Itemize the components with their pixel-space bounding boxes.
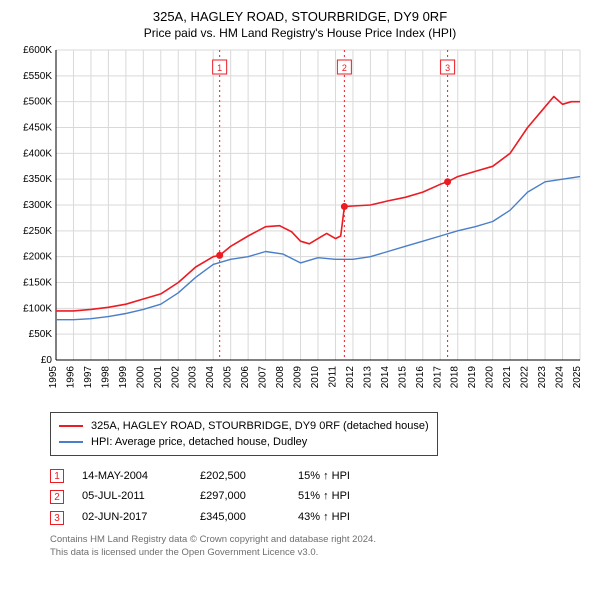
svg-text:£350K: £350K (23, 174, 52, 185)
legend-swatch (59, 441, 83, 443)
svg-text:2020: 2020 (485, 365, 496, 388)
svg-text:1997: 1997 (83, 365, 94, 388)
svg-text:£300K: £300K (23, 200, 52, 211)
event-hpi-diff: 15% ↑ HPI (298, 466, 388, 487)
svg-text:2015: 2015 (397, 365, 408, 388)
legend-item: HPI: Average price, detached house, Dudl… (59, 434, 429, 451)
event-date: 02-JUN-2017 (82, 507, 182, 528)
line-chart-svg: £0 £50K £100K £150K £200K £250K £300K £350K £400… (10, 44, 590, 404)
chart-title: 325A, HAGLEY ROAD, STOURBRIDGE, DY9 0RF (10, 8, 590, 26)
svg-text:£500K: £500K (23, 96, 52, 107)
figure-container: 325A, HAGLEY ROAD, STOURBRIDGE, DY9 0RF … (0, 0, 600, 590)
svg-text:£0: £0 (41, 355, 53, 366)
svg-text:2004: 2004 (205, 365, 216, 388)
svg-text:£250K: £250K (23, 225, 52, 236)
event-row: 3 02-JUN-2017 £345,000 43% ↑ HPI (50, 507, 586, 528)
svg-text:2019: 2019 (467, 365, 478, 388)
legend-box: 325A, HAGLEY ROAD, STOURBRIDGE, DY9 0RF … (50, 412, 438, 456)
svg-text:2011: 2011 (327, 365, 338, 387)
svg-text:2001: 2001 (153, 365, 164, 388)
event-price: £297,000 (200, 486, 280, 507)
legend-label: 325A, HAGLEY ROAD, STOURBRIDGE, DY9 0RF … (91, 418, 429, 435)
svg-text:2025: 2025 (572, 365, 583, 388)
svg-text:£600K: £600K (23, 45, 52, 56)
svg-text:2: 2 (342, 63, 347, 73)
svg-text:£550K: £550K (23, 70, 52, 81)
svg-text:2024: 2024 (555, 365, 566, 388)
svg-text:2012: 2012 (345, 365, 356, 388)
svg-text:2018: 2018 (450, 365, 461, 388)
svg-text:1995: 1995 (48, 365, 59, 388)
svg-text:£200K: £200K (23, 251, 52, 262)
event-date: 14-MAY-2004 (82, 466, 182, 487)
footer-attribution: Contains HM Land Registry data © Crown c… (50, 534, 586, 560)
svg-text:2006: 2006 (240, 365, 251, 388)
svg-text:2023: 2023 (537, 365, 548, 388)
svg-text:£150K: £150K (23, 277, 52, 288)
event-badge: 3 (50, 511, 64, 525)
svg-text:£100K: £100K (23, 303, 52, 314)
svg-text:2021: 2021 (502, 365, 513, 388)
svg-text:2014: 2014 (380, 365, 391, 388)
svg-text:2000: 2000 (135, 365, 146, 388)
svg-text:2013: 2013 (362, 365, 373, 388)
event-hpi-diff: 51% ↑ HPI (298, 486, 388, 507)
events-table: 1 14-MAY-2004 £202,500 15% ↑ HPI 2 05-JUL-201… (50, 466, 586, 529)
svg-text:£450K: £450K (23, 122, 52, 133)
chart-subtitle: Price paid vs. HM Land Registry's House … (10, 26, 590, 40)
event-date: 05-JUL-2011 (82, 486, 182, 507)
legend-item: 325A, HAGLEY ROAD, STOURBRIDGE, DY9 0RF … (59, 418, 429, 435)
event-price: £345,000 (200, 507, 280, 528)
svg-text:2002: 2002 (170, 365, 181, 388)
svg-text:2007: 2007 (258, 365, 269, 388)
event-row: 2 05-JUL-2011 £297,000 51% ↑ HPI (50, 486, 586, 507)
event-badge: 2 (50, 490, 64, 504)
svg-text:1: 1 (217, 63, 222, 73)
svg-text:2005: 2005 (223, 365, 234, 388)
svg-text:1999: 1999 (118, 365, 129, 388)
svg-text:2009: 2009 (293, 365, 304, 388)
svg-text:1998: 1998 (100, 365, 111, 388)
svg-text:2017: 2017 (432, 365, 443, 388)
svg-text:3: 3 (445, 63, 450, 73)
event-badge: 1 (50, 469, 64, 483)
footer-line: Contains HM Land Registry data © Crown c… (50, 534, 586, 547)
legend-label: HPI: Average price, detached house, Dudl… (91, 434, 307, 451)
legend-swatch (59, 425, 83, 427)
svg-text:2016: 2016 (415, 365, 426, 388)
svg-text:£50K: £50K (29, 329, 53, 340)
event-hpi-diff: 43% ↑ HPI (298, 507, 388, 528)
event-price: £202,500 (200, 466, 280, 487)
footer-line: This data is licensed under the Open Gov… (50, 547, 586, 560)
svg-text:2022: 2022 (520, 365, 531, 388)
svg-text:1996: 1996 (65, 365, 76, 388)
event-row: 1 14-MAY-2004 £202,500 15% ↑ HPI (50, 466, 586, 487)
svg-text:2003: 2003 (188, 365, 199, 388)
chart-area: £0 £50K £100K £150K £200K £250K £300K £350K £400… (10, 44, 590, 404)
svg-text:2008: 2008 (275, 365, 286, 388)
svg-text:2010: 2010 (310, 365, 321, 388)
svg-text:£400K: £400K (23, 148, 52, 159)
